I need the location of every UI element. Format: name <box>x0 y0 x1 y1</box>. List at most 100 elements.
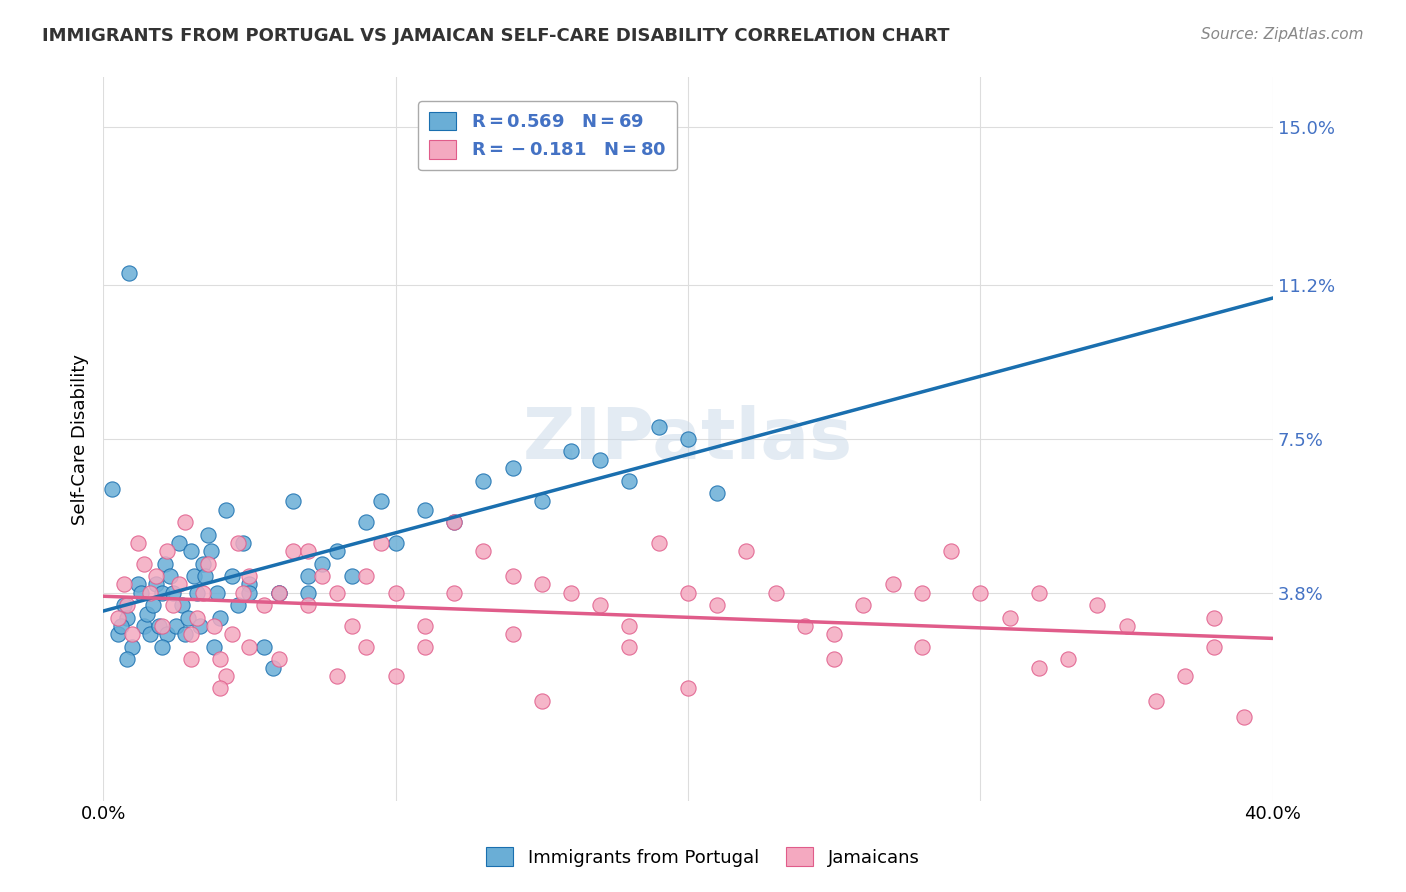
Point <box>283 544 305 558</box>
Point <box>530 577 553 591</box>
Point <box>969 586 991 600</box>
Point <box>139 627 162 641</box>
Point <box>191 557 214 571</box>
Point <box>177 611 200 625</box>
Point <box>384 586 406 600</box>
Text: Source: ZipAtlas.com: Source: ZipAtlas.com <box>1201 27 1364 42</box>
Point <box>502 569 524 583</box>
Point <box>186 611 208 625</box>
Point <box>326 586 349 600</box>
Point <box>939 544 962 558</box>
Point <box>443 515 465 529</box>
Point <box>127 577 149 591</box>
Point <box>370 494 392 508</box>
Point <box>200 544 222 558</box>
Point <box>882 577 904 591</box>
Point <box>311 569 333 583</box>
Point <box>472 544 495 558</box>
Point <box>502 461 524 475</box>
Point <box>267 586 290 600</box>
Point <box>998 611 1021 625</box>
Point <box>647 536 669 550</box>
Point <box>180 627 202 641</box>
Point <box>121 640 143 654</box>
Point <box>311 557 333 571</box>
Legend: Immigrants from Portugal, Jamaicans: Immigrants from Portugal, Jamaicans <box>479 840 927 874</box>
Point <box>619 619 641 633</box>
Point <box>340 619 363 633</box>
Point <box>162 586 184 600</box>
Point <box>142 599 165 613</box>
Point <box>253 599 276 613</box>
Point <box>238 577 260 591</box>
Point <box>215 669 238 683</box>
Point <box>413 502 436 516</box>
Point <box>150 619 173 633</box>
Point <box>156 627 179 641</box>
Point <box>326 669 349 683</box>
Point <box>165 619 187 633</box>
Point <box>145 569 167 583</box>
Point <box>823 627 845 641</box>
Point <box>156 544 179 558</box>
Point <box>132 557 155 571</box>
Point <box>297 586 319 600</box>
Point <box>232 536 254 550</box>
Point <box>194 569 217 583</box>
Point <box>676 586 699 600</box>
Point <box>172 599 194 613</box>
Point <box>647 419 669 434</box>
Point <box>253 640 276 654</box>
Point <box>1144 694 1167 708</box>
Point <box>180 652 202 666</box>
Point <box>127 536 149 550</box>
Point <box>619 640 641 654</box>
Point <box>297 544 319 558</box>
Point <box>129 586 152 600</box>
Point <box>267 652 290 666</box>
Point <box>283 494 305 508</box>
Point <box>1028 660 1050 674</box>
Point <box>110 619 132 633</box>
Point <box>101 482 124 496</box>
Point <box>676 432 699 446</box>
Point <box>530 694 553 708</box>
Point <box>530 494 553 508</box>
Point <box>202 640 225 654</box>
Point <box>706 486 728 500</box>
Point <box>226 536 249 550</box>
Legend: $\mathbf{R = 0.569}$   $\mathbf{N = 69}$, $\mathbf{R = -0.181}$   $\mathbf{N = 8: $\mathbf{R = 0.569}$ $\mathbf{N = 69}$, … <box>418 101 676 170</box>
Point <box>183 569 205 583</box>
Point <box>297 599 319 613</box>
Point <box>326 544 349 558</box>
Point <box>911 586 934 600</box>
Point <box>356 515 378 529</box>
Point <box>132 619 155 633</box>
Point <box>153 557 176 571</box>
Point <box>136 607 159 621</box>
Point <box>238 640 260 654</box>
Point <box>852 599 875 613</box>
Point <box>150 640 173 654</box>
Point <box>765 586 787 600</box>
Point <box>619 474 641 488</box>
Point <box>262 660 284 674</box>
Point <box>107 627 129 641</box>
Point <box>226 599 249 613</box>
Point <box>180 544 202 558</box>
Point <box>1204 611 1226 625</box>
Point <box>221 569 243 583</box>
Point <box>911 640 934 654</box>
Point <box>370 536 392 550</box>
Point <box>356 640 378 654</box>
Point <box>472 474 495 488</box>
Point <box>267 586 290 600</box>
Point <box>115 599 138 613</box>
Point <box>589 452 612 467</box>
Point <box>267 586 290 600</box>
Point <box>1204 640 1226 654</box>
Point <box>205 586 228 600</box>
Point <box>413 640 436 654</box>
Point <box>197 557 219 571</box>
Point <box>112 599 135 613</box>
